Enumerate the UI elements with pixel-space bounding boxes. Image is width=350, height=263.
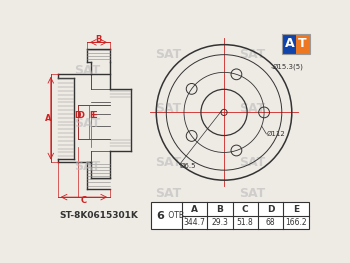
Text: T: T [298, 37, 306, 50]
Text: 166.2: 166.2 [285, 218, 307, 227]
Text: SAT: SAT [74, 160, 100, 173]
Text: A: A [44, 114, 51, 123]
Text: SAT: SAT [155, 102, 181, 115]
Text: SAT: SAT [239, 48, 266, 61]
Text: Ø112: Ø112 [267, 131, 286, 137]
Text: SAT: SAT [155, 156, 181, 169]
Text: 68: 68 [266, 218, 275, 227]
Text: Ø6.5: Ø6.5 [179, 163, 196, 169]
Text: 6: 6 [156, 211, 164, 221]
Polygon shape [282, 34, 296, 54]
Text: 51.8: 51.8 [237, 218, 254, 227]
Text: D: D [267, 205, 274, 214]
Bar [151, 203, 309, 229]
Text: ST-8K0615301K: ST-8K0615301K [59, 211, 138, 220]
Polygon shape [296, 34, 309, 54]
Text: 29.3: 29.3 [211, 218, 228, 227]
Text: E: E [90, 111, 95, 120]
Text: SAT: SAT [74, 118, 100, 130]
Text: SAT: SAT [155, 48, 181, 61]
Text: SAT: SAT [239, 102, 266, 115]
Text: SAT: SAT [239, 156, 266, 169]
Text: A: A [191, 205, 198, 214]
Text: Ø15.3(5): Ø15.3(5) [273, 63, 303, 69]
Bar [282, 34, 309, 54]
Text: SAT: SAT [155, 187, 181, 200]
Text: C: C [81, 196, 87, 205]
Text: D: D [78, 111, 85, 120]
Text: E: E [293, 205, 299, 214]
Bar [151, 203, 309, 229]
Text: 344.7: 344.7 [183, 218, 205, 227]
Text: B: B [95, 35, 102, 44]
Text: B: B [216, 205, 223, 214]
Text: SAT: SAT [239, 187, 266, 200]
Text: ОТВ.: ОТВ. [166, 211, 186, 220]
Text: SAT: SAT [74, 64, 100, 77]
Text: D: D [74, 111, 80, 120]
Text: A: A [285, 37, 294, 50]
Text: C: C [242, 205, 248, 214]
Text: E: E [92, 111, 97, 120]
